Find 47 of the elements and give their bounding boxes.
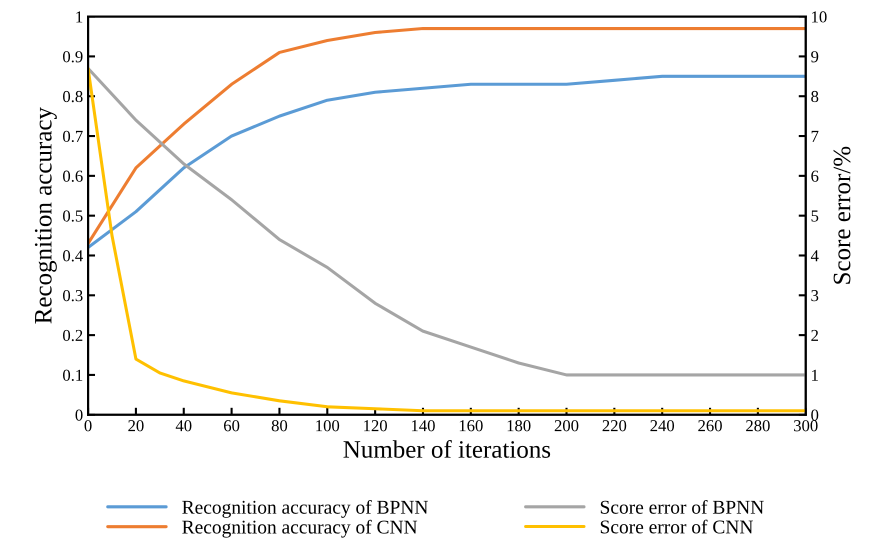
x-tick-label: 100: [316, 420, 340, 432]
y2-tick-label: 10: [812, 11, 827, 23]
x-tick-label: 260: [698, 420, 722, 432]
y-tick-label: 1: [76, 11, 82, 22]
x-tick-label: 300: [794, 420, 818, 432]
y-tick-label: 0.7: [63, 130, 83, 142]
legend-label: Score error of CNN: [600, 520, 753, 534]
y2-tick-label: 7: [812, 130, 818, 142]
legend-label: Recognition accuracy of BPNN: [182, 500, 428, 518]
y-tick-label: 0.9: [63, 51, 83, 62]
x-tick-label: 60: [224, 420, 240, 432]
y-tick-label: 0.2: [63, 330, 82, 342]
x-tick-label: 40: [176, 420, 192, 432]
y2-tick-label: 2: [811, 330, 818, 341]
line-series: [88, 74, 806, 250]
y2-tick-label: 9: [811, 51, 818, 62]
y2-tick-label: 8: [811, 90, 818, 102]
y2-axis-title: Score error/%: [834, 146, 850, 284]
y-axis-title: Recognition accuracy: [34, 107, 57, 324]
y-tick-label: 0.5: [63, 210, 83, 222]
x-tick-label: 180: [508, 420, 531, 432]
x-tick-label: 220: [602, 420, 626, 432]
y-tick-label: 0.1: [63, 370, 82, 381]
x-tick-label: 140: [412, 420, 435, 432]
y-tick-label: 0.4: [63, 250, 83, 262]
y2-tick-label: 5: [812, 210, 818, 222]
x-tick-label: 80: [272, 420, 288, 432]
y-tick-label: 0.8: [63, 90, 83, 102]
y2-tick-label: 0: [811, 409, 818, 421]
y2-tick-label: 1: [812, 370, 818, 381]
x-tick-label: 200: [554, 420, 578, 432]
x-tick-label: 280: [746, 420, 770, 432]
y-tick-label: 0.6: [63, 170, 83, 182]
y2-tick-label: 4: [810, 250, 819, 262]
legend-label: Recognition accuracy of CNN: [182, 520, 418, 538]
x-axis-title: Number of iterations: [343, 440, 550, 458]
y2-tick-label: 6: [811, 170, 818, 182]
y2-tick-label: 3: [811, 290, 818, 302]
line-series: [88, 27, 806, 246]
x-tick-label: 240: [650, 420, 674, 432]
legend-label: Score error of BPNN: [600, 500, 764, 514]
x-tick-label: 160: [460, 420, 483, 432]
x-tick-label: 20: [128, 420, 144, 432]
y-tick-label: 0.3: [63, 290, 83, 302]
x-tick-label: 120: [364, 420, 387, 432]
x-tick-label: 0: [84, 420, 92, 432]
y-tick-label: 0: [76, 409, 83, 421]
